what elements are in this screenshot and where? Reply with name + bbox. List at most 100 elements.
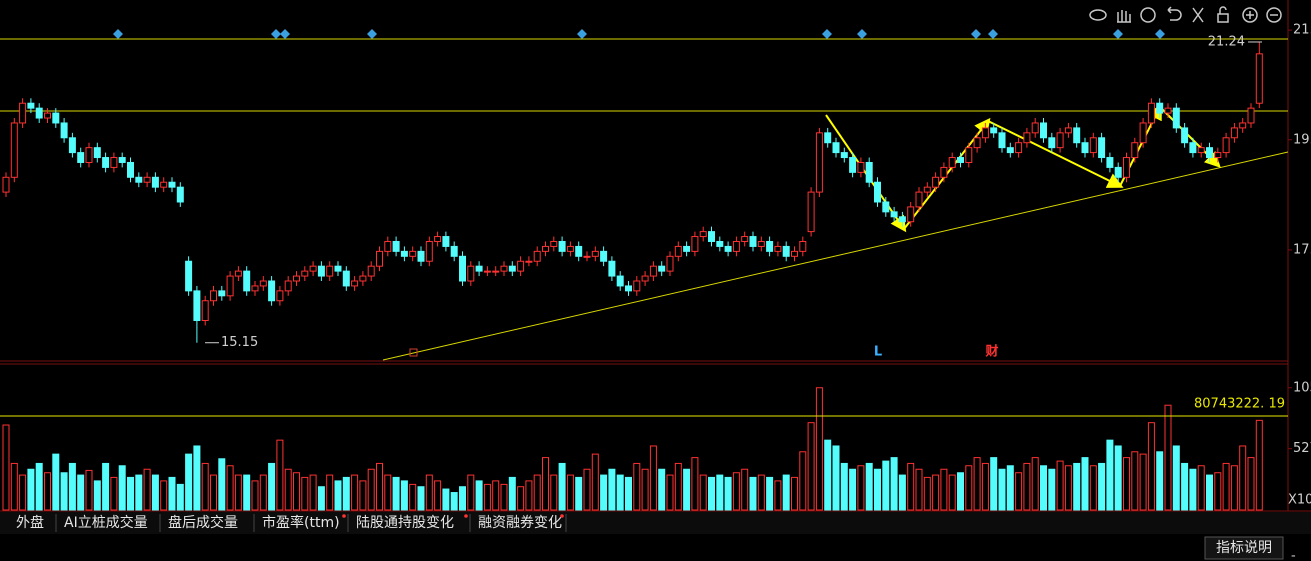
candle-body bbox=[517, 260, 525, 272]
volume-bar bbox=[840, 462, 848, 511]
volume-bar bbox=[558, 462, 566, 511]
tab-dot bbox=[342, 514, 346, 518]
volume-bar bbox=[268, 462, 276, 511]
candle-body bbox=[998, 132, 1006, 149]
volume-bar bbox=[68, 462, 76, 511]
volume-bar bbox=[1089, 465, 1097, 511]
tab-label[interactable]: 盘后成交量 bbox=[168, 514, 238, 531]
volume-bar bbox=[1040, 465, 1047, 511]
candle-body bbox=[176, 186, 184, 203]
play-icon[interactable] bbox=[1140, 7, 1156, 23]
volume-bar bbox=[550, 474, 558, 511]
candle-body bbox=[600, 250, 608, 262]
tab-label[interactable]: AI立桩成交量 bbox=[64, 514, 148, 531]
volume-bar bbox=[583, 468, 591, 511]
volume-bar bbox=[1214, 472, 1222, 511]
view-icon[interactable] bbox=[1089, 9, 1107, 21]
volume-bar bbox=[533, 474, 541, 511]
candle-body bbox=[234, 270, 242, 277]
tab-bar bbox=[0, 512, 1311, 534]
volume-bar bbox=[649, 445, 657, 511]
candle-body bbox=[467, 265, 475, 282]
candle-body bbox=[135, 176, 143, 183]
volume-bar bbox=[193, 445, 201, 511]
volume-bar bbox=[1206, 474, 1213, 511]
candle-body bbox=[591, 250, 599, 257]
candle-body bbox=[832, 142, 840, 154]
candle-body bbox=[658, 265, 666, 272]
volume-bar bbox=[1189, 468, 1197, 511]
candle-body bbox=[932, 176, 940, 188]
candle-body bbox=[1114, 166, 1122, 178]
volume-bar bbox=[525, 480, 533, 511]
tab-label[interactable]: 外盘 bbox=[16, 514, 44, 531]
volume-bar bbox=[218, 458, 226, 511]
cut-icon[interactable] bbox=[1192, 7, 1204, 23]
candle-body bbox=[19, 102, 27, 124]
volume-bar bbox=[774, 480, 782, 511]
volume-bar bbox=[376, 462, 383, 511]
toolbar bbox=[1089, 6, 1282, 23]
zoom-out-icon[interactable] bbox=[1266, 7, 1282, 23]
zoom-in-icon[interactable] bbox=[1242, 7, 1258, 23]
candle-body bbox=[392, 240, 400, 252]
candle-body bbox=[44, 112, 51, 119]
volume-bar bbox=[508, 476, 516, 511]
volume-bar bbox=[467, 474, 475, 511]
tab-label[interactable]: 融资融券变化 bbox=[478, 515, 562, 531]
volume-bar bbox=[185, 453, 193, 511]
volume-bar bbox=[85, 469, 93, 511]
volume-bar bbox=[890, 457, 898, 511]
hand-icon[interactable] bbox=[1117, 10, 1131, 23]
candle-body bbox=[732, 240, 740, 252]
candle-body bbox=[1172, 107, 1180, 129]
volume-bar bbox=[791, 476, 798, 511]
volume-bar bbox=[10, 462, 18, 511]
tab-label[interactable]: 市盈率(ttm) bbox=[262, 514, 340, 531]
candle-body bbox=[1123, 157, 1130, 178]
candle-body bbox=[1089, 137, 1097, 154]
candle-body bbox=[425, 240, 433, 262]
volume-bar bbox=[425, 474, 433, 511]
candle-body bbox=[865, 161, 873, 183]
volume-bar bbox=[1172, 445, 1180, 511]
volume-bar bbox=[342, 476, 350, 511]
unit-label: X10 bbox=[1288, 493, 1311, 508]
candle-body bbox=[957, 157, 964, 163]
help-button-label[interactable]: 指标说明 bbox=[1216, 540, 1272, 556]
volume-bar bbox=[400, 480, 408, 511]
candle-body bbox=[160, 181, 168, 188]
volume-bar bbox=[176, 483, 184, 511]
volume-bar bbox=[19, 474, 27, 511]
help-button[interactable] bbox=[1204, 536, 1284, 560]
candle-body bbox=[948, 157, 956, 168]
volume-bar bbox=[459, 486, 466, 511]
volume-bar bbox=[658, 468, 666, 511]
candle-body bbox=[965, 147, 973, 163]
candle-body bbox=[1056, 132, 1064, 149]
volume-bar bbox=[998, 468, 1006, 511]
volume-bar bbox=[1081, 457, 1089, 511]
candle-body bbox=[981, 127, 989, 139]
y-tick-label: 105 bbox=[1293, 380, 1311, 395]
volume-bar bbox=[766, 476, 774, 511]
volume-bar bbox=[1073, 462, 1081, 511]
candle-body bbox=[542, 245, 549, 252]
volume-bar bbox=[517, 486, 525, 511]
candle-body bbox=[1040, 122, 1047, 139]
volume-bar bbox=[27, 468, 35, 511]
candle-body bbox=[1189, 142, 1197, 154]
candle-body bbox=[533, 250, 541, 262]
candle-body bbox=[52, 112, 60, 124]
tab-label[interactable]: 陆股通持股变化 bbox=[356, 515, 454, 531]
undo-icon[interactable] bbox=[1167, 6, 1182, 21]
volume-bar bbox=[243, 474, 251, 511]
lock-icon[interactable] bbox=[1217, 6, 1229, 23]
candle-body bbox=[1015, 142, 1023, 154]
candle-body bbox=[118, 157, 126, 163]
volume-bar bbox=[1181, 462, 1189, 511]
candle-body bbox=[757, 240, 765, 247]
volume-bar bbox=[865, 462, 873, 511]
volume-bar bbox=[60, 472, 68, 511]
candle-body bbox=[633, 280, 641, 292]
